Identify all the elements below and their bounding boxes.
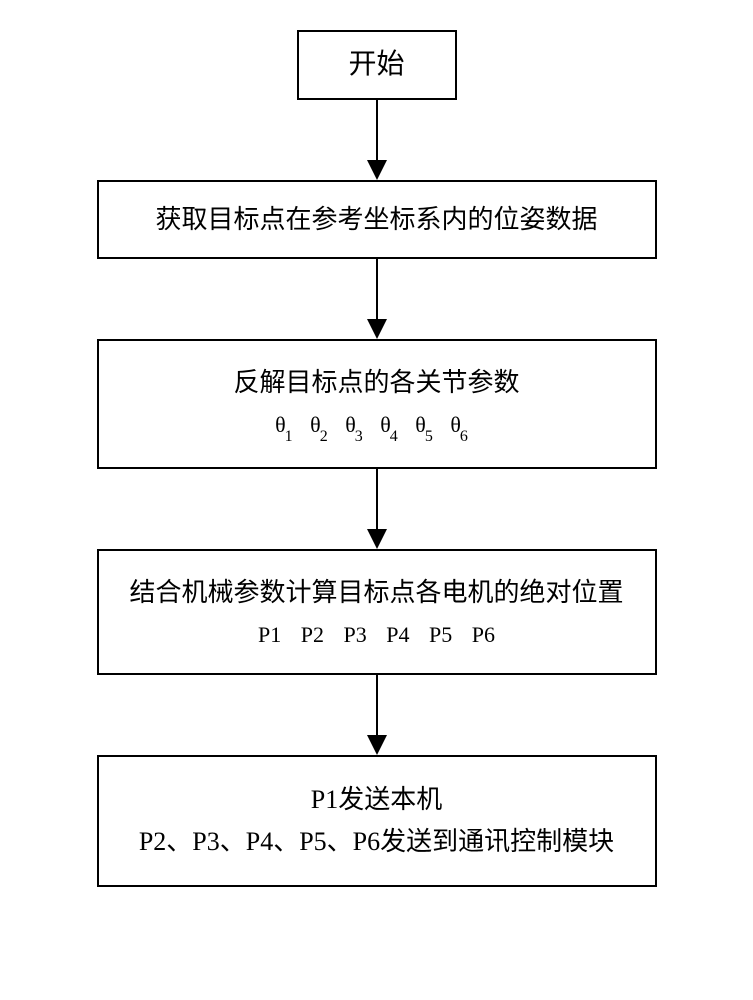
arrow-line — [376, 100, 378, 160]
flowchart-container: 开始 获取目标点在参考坐标系内的位姿数据 反解目标点的各关节参数 θ1 θ2 θ… — [97, 30, 657, 887]
arrow-line — [376, 675, 378, 735]
arrow-head — [367, 319, 387, 339]
arrow-head — [367, 529, 387, 549]
theta-3: θ3 — [345, 412, 373, 437]
p-params-row: P1 P2 P3 P4 P5 P6 — [258, 618, 495, 651]
step4-node: P1发送本机 P2、P3、P4、P5、P6发送到通讯控制模块 — [97, 755, 657, 886]
theta-1: θ1 — [275, 412, 303, 437]
step2-node: 反解目标点的各关节参数 θ1 θ2 θ3 θ4 θ5 θ6 — [97, 339, 657, 469]
theta-4: θ4 — [380, 412, 408, 437]
arrow-head — [367, 735, 387, 755]
theta-2: θ2 — [310, 412, 338, 437]
arrow-head — [367, 160, 387, 180]
step4-line1: P1发送本机 — [311, 779, 442, 821]
step1-label: 获取目标点在参考坐标系内的位姿数据 — [155, 200, 597, 239]
step3-node: 结合机械参数计算目标点各电机的绝对位置 P1 P2 P3 P4 P5 P6 — [97, 549, 657, 675]
step2-line1: 反解目标点的各关节参数 — [233, 363, 519, 402]
step3-line1: 结合机械参数计算目标点各电机的绝对位置 — [129, 573, 623, 612]
arrow-1 — [97, 100, 657, 180]
arrow-line — [376, 469, 378, 529]
start-label: 开始 — [348, 44, 404, 86]
arrow-2 — [97, 259, 657, 339]
step1-node: 获取目标点在参考坐标系内的位姿数据 — [97, 180, 657, 259]
step4-line2: P2、P3、P4、P5、P6发送到通讯控制模块 — [139, 821, 614, 863]
arrow-line — [376, 259, 378, 319]
theta-params-row: θ1 θ2 θ3 θ4 θ5 θ6 — [275, 408, 478, 445]
arrow-4 — [97, 675, 657, 755]
theta-6: θ6 — [450, 412, 478, 437]
arrow-3 — [97, 469, 657, 549]
start-node: 开始 — [297, 30, 457, 100]
theta-5: θ5 — [415, 412, 443, 437]
